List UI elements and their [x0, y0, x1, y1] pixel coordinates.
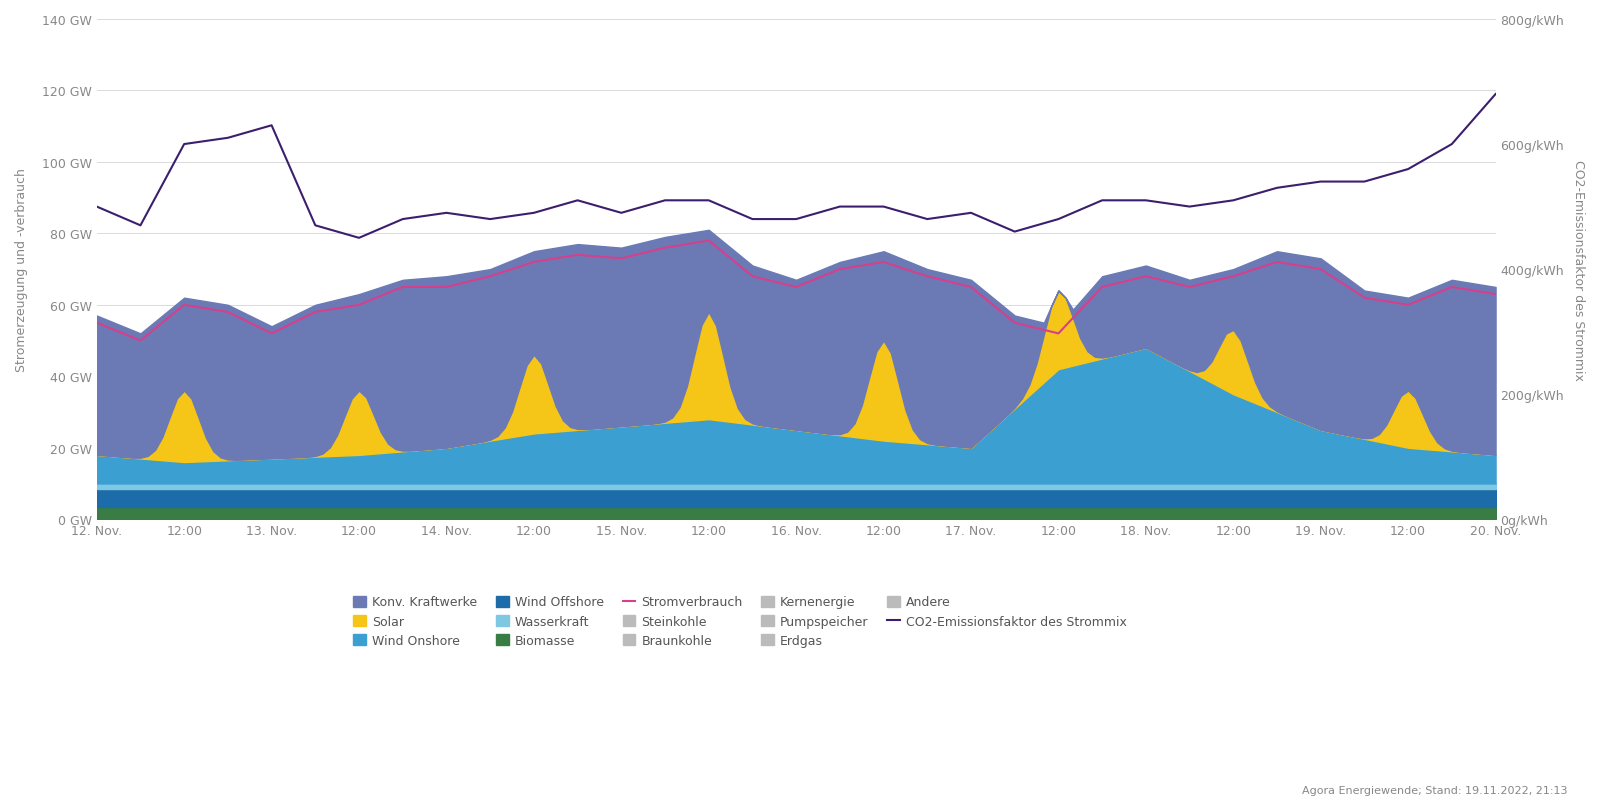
Legend: Konv. Kraftwerke, Solar, Wind Onshore, Wind Offshore, Wasserkraft, Biomasse, Str: Konv. Kraftwerke, Solar, Wind Onshore, W… [349, 591, 1131, 652]
Y-axis label: Stromerzeugung und -verbrauch: Stromerzeugung und -verbrauch [14, 168, 27, 372]
Text: Agora Energiewende; Stand: 19.11.2022, 21:13: Agora Energiewende; Stand: 19.11.2022, 2… [1302, 785, 1568, 795]
Y-axis label: CO2-Emissionsfaktor des Strommix: CO2-Emissionsfaktor des Strommix [1571, 160, 1586, 380]
